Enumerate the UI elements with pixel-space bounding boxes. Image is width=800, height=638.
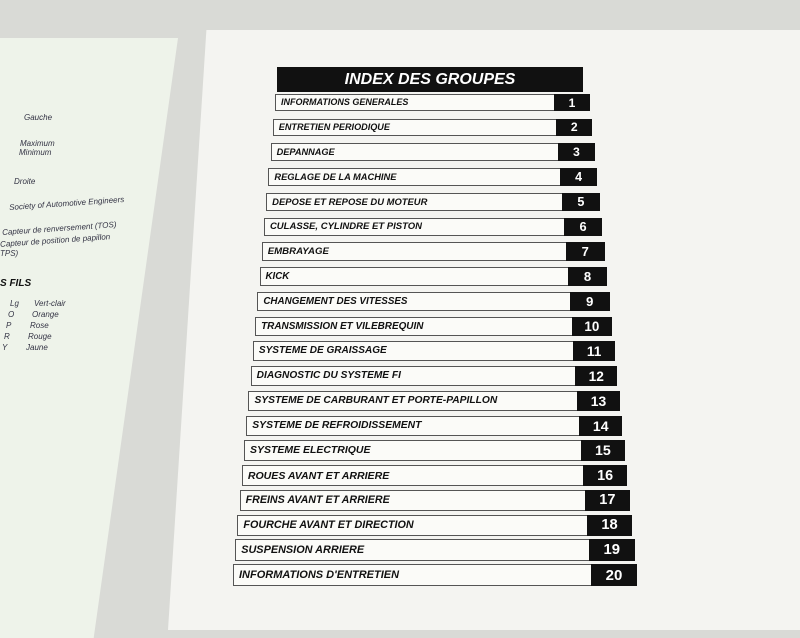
index-item[interactable]: FREINS AVANT ET ARRIERE 17 <box>239 489 630 511</box>
wire-code: O <box>8 310 15 319</box>
index-item-label: CHANGEMENT DES VITESSES <box>263 295 408 307</box>
index-item-label: DEPANNAGE <box>276 146 335 157</box>
index-item-number: 19 <box>589 539 635 561</box>
index-item[interactable]: ENTRETIEN PERIODIQUE 2 <box>272 118 593 136</box>
index-item-label: KICK <box>265 270 290 282</box>
index-item-label: INFORMATIONS GENERALES <box>281 97 409 107</box>
index-item-number: 1 <box>554 94 590 111</box>
index-item-number: 7 <box>565 242 605 261</box>
term: Minimum <box>19 148 52 157</box>
index-item-label: DEPOSE ET REPOSE DU MOTEUR <box>272 196 428 208</box>
index-item-label: SYSTEME DE REFROIDISSEMENT <box>252 419 422 431</box>
index-item[interactable]: DIAGNOSTIC DU SYSTEME FI 12 <box>250 366 618 386</box>
index-item-label: REGLAGE DE LA MACHINE <box>274 171 397 182</box>
index-item[interactable]: EMBRAYAGE 7 <box>261 242 605 261</box>
index-item[interactable]: CULASSE, CYLINDRE ET PISTON 6 <box>263 217 603 236</box>
index-item-number: 3 <box>557 143 595 161</box>
index-item-number: 5 <box>561 192 600 211</box>
index-item-label: DIAGNOSTIC DU SYSTEME FI <box>256 370 401 382</box>
index-item-label: FREINS AVANT ET ARRIERE <box>245 494 390 507</box>
wire-color-name: Rouge <box>28 332 52 341</box>
index-item-label: INFORMATIONS D'ENTRETIEN <box>239 569 400 581</box>
wire-code: R <box>4 332 10 341</box>
wire-colors-heading: S FILS <box>0 278 32 289</box>
left-page <box>0 38 178 638</box>
index-item-number: 9 <box>569 291 610 311</box>
index-title: INDEX DES GROUPES <box>277 67 583 92</box>
index-item-label: SYSTEME DE GRAISSAGE <box>258 345 387 357</box>
index-item[interactable]: DEPOSE ET REPOSE DU MOTEUR 5 <box>266 192 600 211</box>
wire-color-name: Jaune <box>26 343 48 352</box>
index-item-number: 16 <box>583 465 628 486</box>
wire-code: P <box>6 321 12 330</box>
index-item-number: 13 <box>577 390 620 411</box>
index-item[interactable]: SYSTEME ELECTRIQUE 15 <box>244 440 625 461</box>
index-item[interactable]: INFORMATIONS GENERALES 1 <box>275 94 590 111</box>
index-item[interactable]: CHANGEMENT DES VITESSES 9 <box>257 291 610 311</box>
wire-code: Lg <box>10 299 19 308</box>
index-item-label: CULASSE, CYLINDRE ET PISTON <box>269 221 423 233</box>
term: TPS) <box>0 249 19 258</box>
wire-code: Y <box>2 343 8 352</box>
wire-color-name: Rose <box>30 321 49 330</box>
index-item-number: 18 <box>587 514 633 536</box>
index-item[interactable]: DEPANNAGE 3 <box>270 143 595 161</box>
index-item-label: EMBRAYAGE <box>267 246 329 258</box>
index-item-number: 14 <box>579 415 623 436</box>
index-item[interactable]: SYSTEME DE REFROIDISSEMENT 14 <box>246 415 623 436</box>
term: Gauche <box>24 113 53 122</box>
index-item-label: ENTRETIEN PERIODIQUE <box>278 121 390 132</box>
index-item[interactable]: SUSPENSION ARRIERE 19 <box>235 539 635 561</box>
index-item-number: 20 <box>591 564 637 586</box>
index-item-number: 12 <box>575 366 618 386</box>
index-item-number: 2 <box>555 118 593 136</box>
index-item-label: SYSTEME ELECTRIQUE <box>250 444 371 456</box>
index-item-number: 4 <box>559 168 598 186</box>
index-item-number: 10 <box>571 316 613 336</box>
index-item[interactable]: FOURCHE AVANT ET DIRECTION 18 <box>237 514 633 536</box>
wire-color-name: Orange <box>32 310 59 319</box>
term: Maximum <box>20 139 55 148</box>
index-item-number: 15 <box>581 440 625 461</box>
index-item-number: 11 <box>573 341 615 361</box>
index-item-label: ROUES AVANT ET ARRIERE <box>247 469 390 482</box>
index-item[interactable]: SYSTEME DE GRAISSAGE 11 <box>252 341 615 361</box>
index-item[interactable]: INFORMATIONS D'ENTRETIEN 20 <box>233 564 637 586</box>
index-item[interactable]: SYSTEME DE CARBURANT ET PORTE-PAPILLON 1… <box>248 390 620 411</box>
index-item[interactable]: KICK 8 <box>259 267 608 286</box>
index-item-label: SYSTEME DE CARBURANT ET PORTE-PAPILLON <box>254 395 498 407</box>
index-item[interactable]: TRANSMISSION ET VILEBREQUIN 10 <box>255 316 613 336</box>
index-item-number: 17 <box>585 489 630 511</box>
term: Droite <box>14 177 36 186</box>
index-item-label: SUSPENSION ARRIERE <box>241 544 365 557</box>
wire-color-name: Vert-clair <box>34 299 66 308</box>
index-item-number: 8 <box>567 267 608 286</box>
index-item[interactable]: REGLAGE DE LA MACHINE 4 <box>268 168 598 186</box>
index-item-label: TRANSMISSION ET VILEBREQUIN <box>261 320 424 332</box>
index-item-label: FOURCHE AVANT ET DIRECTION <box>243 519 414 532</box>
index-item-number: 6 <box>563 217 603 236</box>
index-item[interactable]: ROUES AVANT ET ARRIERE 16 <box>241 465 628 486</box>
